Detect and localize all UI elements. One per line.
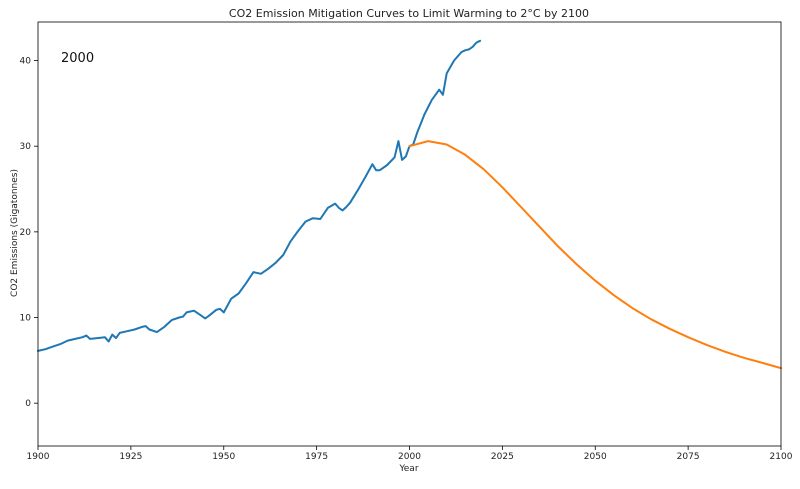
x-axis-title: Year	[398, 464, 418, 474]
plot-content: 1900 1925 1950 1975 2000 2025 2050 2075 2100 0 10 2…	[20, 21, 793, 462]
y-tick-label-20: 20	[20, 228, 32, 238]
y-tick-label-10: 10	[20, 314, 32, 324]
x-tick-label-1900: 1900	[27, 452, 50, 462]
x-tick-label-2025: 2025	[491, 452, 514, 462]
x-tick-label-1950: 1950	[212, 452, 235, 462]
x-tick-label-1925: 1925	[119, 452, 142, 462]
series-line-1	[408, 140, 782, 370]
y-tick-label-40: 40	[20, 57, 32, 67]
y-tick-label-0: 0	[25, 399, 31, 409]
x-tick-label-2000: 2000	[398, 452, 421, 462]
x-tick-label-2050: 2050	[584, 452, 607, 462]
x-tick-label-2100: 2100	[770, 452, 793, 462]
y-axis-title: CO2 Emissions (Gigatonnes)	[10, 169, 20, 297]
x-tick-label-1975: 1975	[305, 452, 328, 462]
y-tick-label-30: 30	[20, 142, 32, 152]
series-line-0	[37, 39, 482, 352]
x-tick-label-2075: 2075	[677, 452, 700, 462]
chart-annotation-year: 2000	[61, 51, 94, 66]
chart-title: CO2 Emission Mitigation Curves to Limit …	[229, 7, 589, 20]
